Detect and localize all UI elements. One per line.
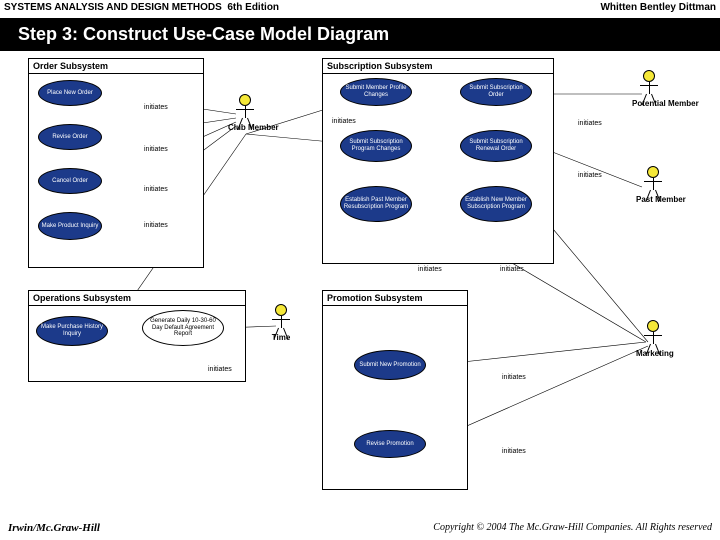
usecase-revise-order: Revise Order: [38, 124, 102, 150]
actor-potential-member: Potential Member: [632, 70, 666, 108]
actor-head-icon: [239, 94, 251, 106]
subsystem-promotion: Promotion Subsystem: [322, 290, 468, 490]
conn-label: initiates: [418, 266, 442, 273]
usecase-submit-renewal: Submit Subscription Renewal Order: [460, 130, 532, 162]
usecase-submit-sub-order: Submit Subscription Order: [460, 78, 532, 106]
conn-label: initiates: [578, 120, 602, 127]
actor-head-icon: [643, 70, 655, 82]
actor-marketing: Marketing: [636, 320, 670, 358]
conn-label: initiates: [332, 118, 356, 125]
actor-label: Past Member: [636, 196, 670, 204]
usecase-make-inquiry: Make Product Inquiry: [38, 212, 102, 240]
conn-label: initiates: [502, 374, 526, 381]
actor-label: Marketing: [636, 350, 670, 358]
conn-label: initiates: [144, 146, 168, 153]
conn-label: initiates: [144, 222, 168, 229]
actor-head-icon: [647, 166, 659, 178]
usecase-establish-past: Establish Past Member Resubscription Pro…: [340, 186, 412, 222]
usecase-place-order: Place New Order: [38, 80, 102, 106]
book-title: SYSTEMS ANALYSIS AND DESIGN METHODS 6th …: [4, 2, 279, 16]
top-header: SYSTEMS ANALYSIS AND DESIGN METHODS 6th …: [0, 0, 720, 18]
actor-label: Time: [264, 334, 298, 342]
usecase-establish-new: Establish New Member Subscription Progra…: [460, 186, 532, 222]
actor-label: Potential Member: [632, 100, 666, 108]
conn-label: initiates: [144, 104, 168, 111]
actor-past-member: Past Member: [636, 166, 670, 204]
usecase-submit-prog-changes: Submit Subscription Program Changes: [340, 130, 412, 162]
actor-label: Club Member: [228, 124, 262, 132]
subsystem-title: Order Subsystem: [29, 59, 203, 74]
usecase-diagram: Order Subsystem Subscription Subsystem O…: [22, 52, 698, 504]
conn-label: initiates: [144, 186, 168, 193]
subsystem-title: Subscription Subsystem: [323, 59, 553, 74]
copyright: Copyright © 2004 The Mc.Graw-Hill Compan…: [433, 522, 712, 536]
conn-label: initiates: [208, 366, 232, 373]
actor-head-icon: [647, 320, 659, 332]
usecase-revise-promotion: Revise Promotion: [354, 430, 426, 458]
usecase-purchase-history: Make Purchase History Inquiry: [36, 316, 108, 346]
authors: Whitten Bentley Dittman: [600, 2, 716, 16]
actor-head-icon: [275, 304, 287, 316]
actor-club-member: Club Member: [228, 94, 262, 132]
usecase-submit-profile: Submit Member Profile Changes: [340, 78, 412, 106]
conn-label: initiates: [502, 448, 526, 455]
conn-label: initiates: [578, 172, 602, 179]
actor-time: Time: [264, 304, 298, 342]
slide-title: Step 3: Construct Use-Case Model Diagram: [0, 18, 720, 51]
footer: Irwin/Mc.Graw-Hill Copyright © 2004 The …: [0, 518, 720, 540]
usecase-cancel-order: Cancel Order: [38, 168, 102, 194]
usecase-generate-report: Generate Daily 10-30-60 Day Default Agre…: [142, 310, 224, 346]
conn-label: initiates: [500, 266, 524, 273]
publisher: Irwin/Mc.Graw-Hill: [8, 522, 100, 536]
subsystem-title: Operations Subsystem: [29, 291, 245, 306]
usecase-submit-promotion: Submit New Promotion: [354, 350, 426, 380]
subsystem-title: Promotion Subsystem: [323, 291, 467, 306]
